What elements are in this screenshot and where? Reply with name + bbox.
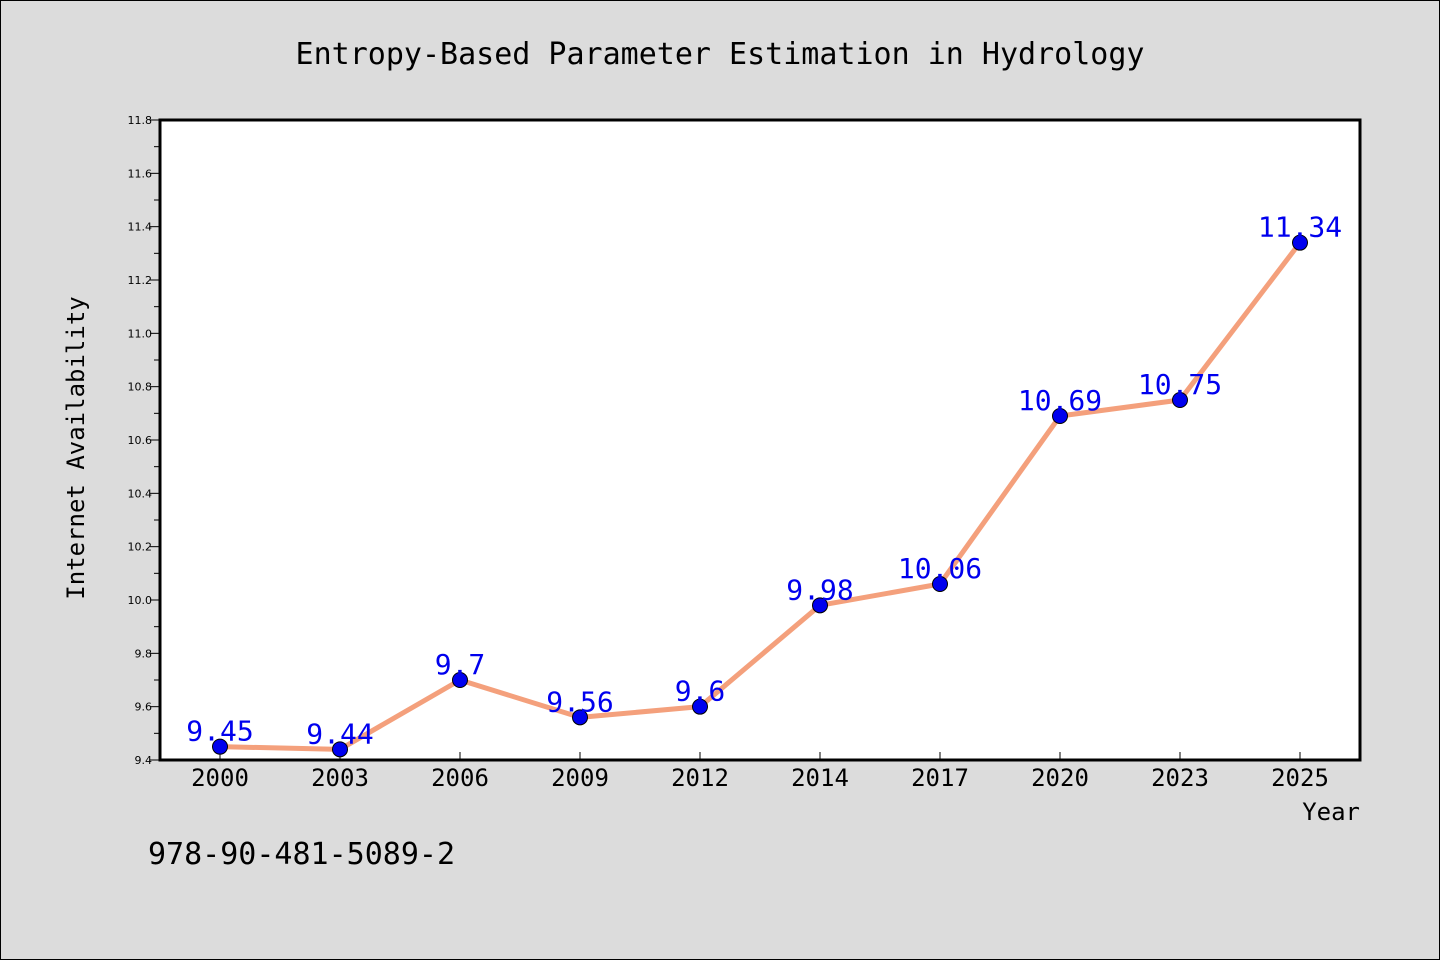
y-tick-label: 10.2 [128, 541, 153, 554]
data-point [452, 672, 468, 688]
data-label: 9.56 [546, 685, 613, 718]
x-tick-label: 2000 [191, 764, 249, 792]
data-point [332, 741, 348, 758]
x-axis-label: Year [1302, 798, 1360, 826]
y-axis: 9.4 9.6 9.8 10.0 10.2 10.4 10.6 10.8 11.0 11.2 11.… [128, 114, 160, 767]
footer-isbn: 978-90-481-5089-2 [148, 837, 455, 872]
data-label: 10.06 [898, 552, 982, 585]
y-tick-label: 10.6 [128, 434, 153, 447]
data-point [212, 738, 228, 755]
data-label: 11.34 [1258, 211, 1342, 244]
y-tick-label: 11.4 [128, 221, 153, 234]
data-point [1052, 408, 1068, 424]
y-tick-label: 10.0 [128, 594, 153, 607]
y-tick-label: 9.8 [135, 647, 153, 660]
data-point [1172, 392, 1188, 408]
y-tick-label: 9.4 [135, 754, 153, 767]
data-label: 10.69 [1018, 384, 1102, 417]
data-point [572, 709, 588, 726]
plot-area [158, 118, 1362, 762]
x-axis: 2000 2003 2006 2009 2012 2014 2017 2020 2023 2025 [191, 752, 1329, 792]
y-tick-label: 11.6 [128, 167, 153, 180]
data-label: 9.44 [306, 717, 373, 750]
data-label: 9.6 [675, 675, 726, 708]
data-labels: 9.45 9.44 9.7 9.56 9.6 9.98 10.06 10.69 10.75 11.… [186, 211, 1342, 751]
x-tick-label: 2017 [911, 764, 969, 792]
y-tick-label: 11.2 [128, 274, 153, 287]
x-tick-label: 2014 [791, 764, 849, 792]
x-tick-label: 2025 [1271, 764, 1329, 792]
data-label: 9.98 [786, 573, 853, 606]
y-tick-label: 11.8 [128, 114, 153, 127]
x-tick-label: 2009 [551, 764, 609, 792]
y-tick-label: 9.6 [135, 701, 153, 714]
data-point [692, 698, 708, 715]
y-axis-label: Internet Availability [62, 296, 90, 599]
x-tick-label: 2003 [311, 764, 369, 792]
y-tick-label: 10.8 [128, 381, 153, 394]
y-tick-label: 11.0 [128, 327, 153, 340]
x-tick-label: 2006 [431, 764, 489, 792]
data-markers [212, 234, 1308, 758]
x-tick-label: 2020 [1031, 764, 1089, 792]
data-point [932, 576, 948, 592]
data-point [1292, 234, 1308, 251]
data-label: 10.75 [1138, 368, 1222, 401]
x-tick-label: 2023 [1151, 764, 1209, 792]
data-label: 9.7 [435, 648, 486, 681]
x-tick-label: 2012 [671, 764, 729, 792]
chart-title: Entropy-Based Parameter Estimation in Hy… [296, 37, 1145, 72]
y-tick-label: 10.4 [128, 487, 153, 500]
data-label: 9.45 [186, 715, 253, 748]
data-point [812, 597, 828, 614]
series-line [217, 240, 1303, 752]
